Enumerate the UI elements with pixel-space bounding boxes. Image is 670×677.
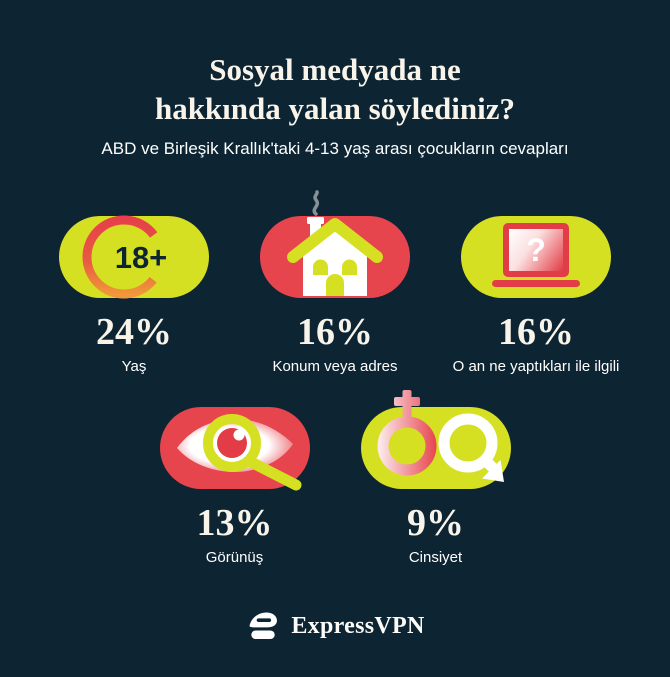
question-mark: ? (526, 232, 546, 268)
chimney-smoke (312, 190, 320, 217)
stat-percent: 13% (196, 502, 273, 545)
door (326, 274, 344, 297)
stat-label: Konum veya adres (272, 358, 398, 376)
badge-text: 18+ (115, 240, 168, 275)
brand-wordmark: ExpressVPN (291, 612, 425, 639)
header: Sosyal medyada ne hakkında yalan söyledi… (0, 0, 670, 159)
age-ring (82, 215, 166, 299)
stat-current-activity: ? 16% O an ne yaptıkları ile ilgili (436, 191, 637, 376)
logo-slot (257, 618, 272, 623)
laptop-question-icon: ? (461, 216, 611, 299)
footer: ExpressVPN (0, 609, 670, 643)
pupil-highlight (233, 429, 244, 441)
stat-label: O an ne yaptıkları ile ilgili (452, 358, 620, 376)
stat-percent: 24% (96, 311, 172, 354)
window-right (342, 259, 357, 276)
stat-age: 18+ 24% Yaş (34, 191, 235, 376)
subtitle: ABD ve Birleşik Krallık'taki 4-13 yaş ar… (101, 139, 569, 159)
stat-label: Cinsiyet (408, 549, 463, 567)
stat-gender: 9% Cinsiyet (335, 382, 536, 567)
house-body (303, 229, 367, 297)
stats-row-1: 18+ 24% Yaş 16% Konum veya adres (0, 190, 670, 376)
18-plus-badge-icon: 18+ (59, 215, 209, 299)
stat-percent: 9% (407, 502, 464, 545)
title-line-2: hakkında yalan söylediniz? (154, 91, 516, 127)
stat-label: Yaş (121, 358, 147, 376)
magnifier-handle (245, 456, 301, 491)
gender-symbols-icon (360, 390, 511, 490)
stat-appearance: 13% Görünüş (134, 382, 335, 567)
stat-percent: 16% (297, 311, 373, 354)
roof (287, 218, 383, 264)
stat-location: 16% Konum veya adres (235, 190, 436, 376)
magnifier-ring (202, 414, 261, 473)
stats-row-2: 13% Görünüş (0, 382, 670, 567)
chimney-cap (307, 217, 324, 225)
logo-bottom-bar (251, 630, 276, 640)
stat-percent: 16% (498, 311, 574, 354)
page-title: Sosyal medyada ne hakkında yalan söyledi… (0, 50, 670, 128)
house-icon (260, 190, 410, 299)
window-left (313, 259, 328, 276)
laptop-base (492, 280, 580, 288)
male-symbol (438, 413, 504, 483)
stat-label: Görünüş (205, 549, 264, 567)
female-symbol (377, 390, 436, 476)
laptop-screen (509, 229, 563, 272)
title-line-1: Sosyal medyada ne (209, 52, 461, 87)
eye-magnifier-icon (159, 407, 310, 491)
expressvpn-logo-icon (249, 612, 278, 640)
